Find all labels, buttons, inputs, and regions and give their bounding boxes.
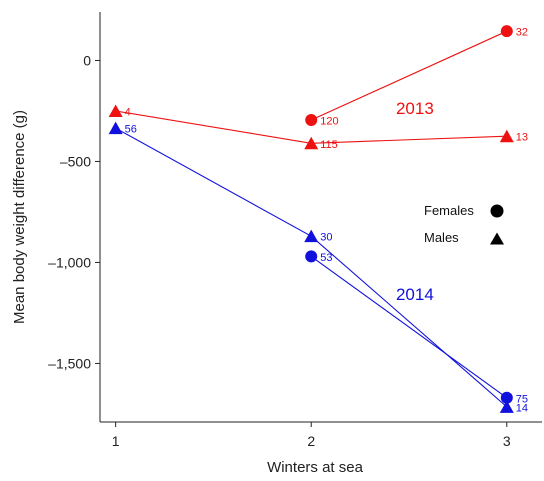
y-tick-label: 0 [83,52,91,68]
x-tick-label: 2 [307,433,315,449]
sample-size-label: 120 [320,116,338,128]
year-label-2013: 2013 [396,99,434,118]
sample-size-label: 75 [516,393,528,405]
series-markers [108,25,514,413]
sample-size-labels: 4 115 13 120 32 56 30 14 53 75 [125,27,528,415]
sample-size-label: 13 [516,132,528,144]
data-point-triangle [108,104,123,117]
axes [99,12,542,423]
data-point-circle [500,25,513,38]
series-line-2014-females [310,255,508,399]
sample-size-label: 56 [125,124,137,136]
legend-circle-icon [490,204,504,218]
data-point-triangle [499,129,514,143]
y-axis-title: Mean body weight difference (g) [11,110,28,324]
data-point-triangle [304,229,319,243]
data-point-triangle [304,136,319,150]
sample-size-label: 53 [320,252,332,264]
data-point-circle [305,250,318,263]
y-tick-label: –1,000 [48,254,91,270]
series-line-2014-males [115,127,508,408]
y-tick-label: –1,500 [48,355,91,371]
year-labels: 2013 2014 [396,99,434,304]
data-point-triangle [108,121,123,135]
sample-size-label: 32 [516,27,528,39]
data-point-triangle [499,400,514,413]
x-tick-label: 3 [503,433,511,449]
legend-label-males: Males [424,230,459,245]
series-line-2013-females [310,30,508,121]
tick-group: 0 –500 –1,000 –1,500 1 2 3 [48,52,511,449]
legend-label-females: Females [424,203,474,218]
series-lines [115,30,508,408]
x-tick-label: 1 [112,433,120,449]
x-axis-title: Winters at sea [267,459,364,476]
legend-triangle-icon [490,232,504,245]
sample-size-label: 115 [320,139,338,151]
legend: Females Males [424,203,504,245]
sample-size-label: 4 [125,106,131,118]
sample-size-label: 14 [516,402,528,414]
data-point-circle [500,391,513,404]
y-tick-label: –500 [60,153,91,169]
year-label-2014: 2014 [396,285,434,304]
sample-size-label: 30 [320,232,332,244]
data-point-circle [305,114,318,127]
